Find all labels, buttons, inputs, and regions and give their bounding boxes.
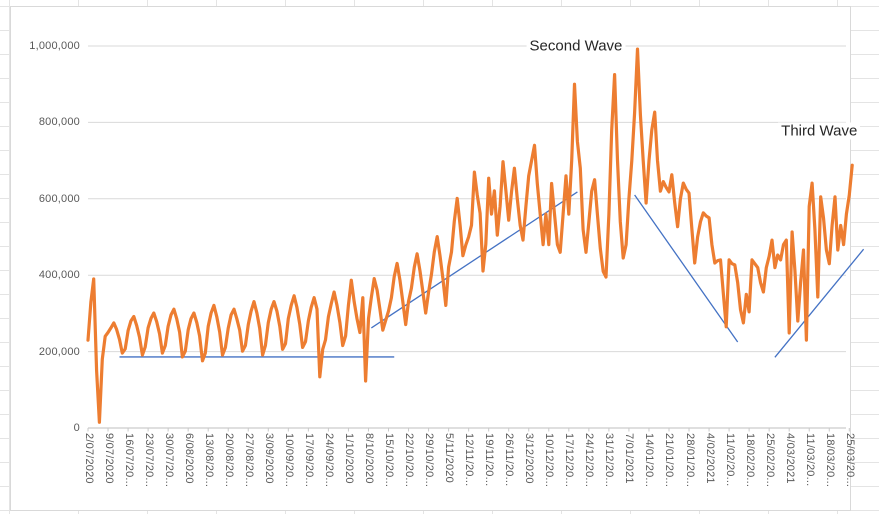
- x-axis-label: 30/07/20...: [162, 433, 175, 488]
- y-axis-label: 0: [73, 422, 80, 434]
- x-axis-label: 10/12/20...: [543, 433, 556, 488]
- y-axis-label: 800,000: [38, 116, 80, 129]
- third-wave-annotation[interactable]: Third Wave: [778, 122, 861, 140]
- x-axis-label: 4/03/2021: [783, 433, 796, 484]
- trend-line-second-wave-fall[interactable]: [634, 194, 739, 343]
- chart-panel[interactable]: [10, 6, 851, 511]
- x-axis-label: 13/08/20...: [202, 433, 215, 488]
- x-axis-label: 18/02/20...: [743, 433, 756, 488]
- x-axis-label: 24/09/20...: [322, 433, 335, 488]
- x-axis-label: 1/10/2020: [342, 433, 355, 484]
- x-axis-label: 10/09/20...: [282, 433, 295, 488]
- x-axis-label: 7/01/2021: [623, 433, 636, 484]
- x-axis-label: 27/08/20...: [242, 433, 255, 488]
- y-axis-label: 1,000,000: [29, 40, 80, 52]
- trend-line-third-wave-rise[interactable]: [774, 248, 865, 358]
- x-axis-label: 5/11/2020: [443, 433, 456, 483]
- y-axis-label: 600,000: [38, 192, 80, 205]
- x-axis-label: 25/03/20...: [843, 433, 856, 488]
- x-axis-label: 24/12/20...: [583, 433, 596, 488]
- x-axis-label: 19/11/20...: [483, 433, 496, 487]
- x-axis-label: 22/10/20...: [403, 433, 416, 488]
- x-axis-label: 15/10/20...: [383, 433, 395, 488]
- x-axis-label: 11/02/20...: [723, 433, 736, 487]
- x-axis-label: 6/08/2020: [182, 433, 195, 484]
- x-axis-label: 3/12/2020: [523, 433, 536, 484]
- x-axis-label: 2/07/2020: [82, 433, 95, 484]
- x-axis-label: 17/12/20...: [563, 433, 576, 488]
- x-axis-label: 26/11/20...: [503, 433, 516, 487]
- trend-line-second-wave-rise[interactable]: [370, 191, 578, 329]
- x-axis-label: 21/01/20...: [663, 433, 676, 488]
- x-axis-label: 18/03/20...: [823, 433, 836, 488]
- x-axis-label: 14/01/20...: [643, 433, 656, 488]
- x-axis-label: 23/07/20...: [142, 433, 155, 488]
- y-axis-label: 400,000: [38, 269, 80, 282]
- x-axis-label: 9/07/2020: [102, 433, 115, 484]
- series-line[interactable]: [86, 47, 854, 424]
- x-axis-label: 12/11/20...: [463, 433, 476, 487]
- x-axis-label: 16/07/20...: [122, 433, 135, 488]
- second-wave-annotation[interactable]: Second Wave: [526, 37, 626, 55]
- x-axis-label: 31/12/20...: [603, 433, 616, 488]
- x-axis-label: 20/08/20...: [222, 433, 235, 488]
- x-axis-label: 25/02/20...: [763, 433, 776, 488]
- x-axis-label: 29/10/20...: [423, 433, 436, 488]
- y-axis-label: 200,000: [38, 345, 80, 358]
- x-axis-label: 17/09/20...: [302, 433, 315, 488]
- x-axis-label: 3/09/2020: [262, 433, 275, 484]
- x-axis-label: 11/03/20...: [803, 433, 816, 487]
- x-axis-label: 8/10/2020: [362, 433, 375, 484]
- x-axis-label: 28/01/20...: [683, 433, 696, 488]
- x-axis-label: 4/02/2021: [703, 433, 716, 484]
